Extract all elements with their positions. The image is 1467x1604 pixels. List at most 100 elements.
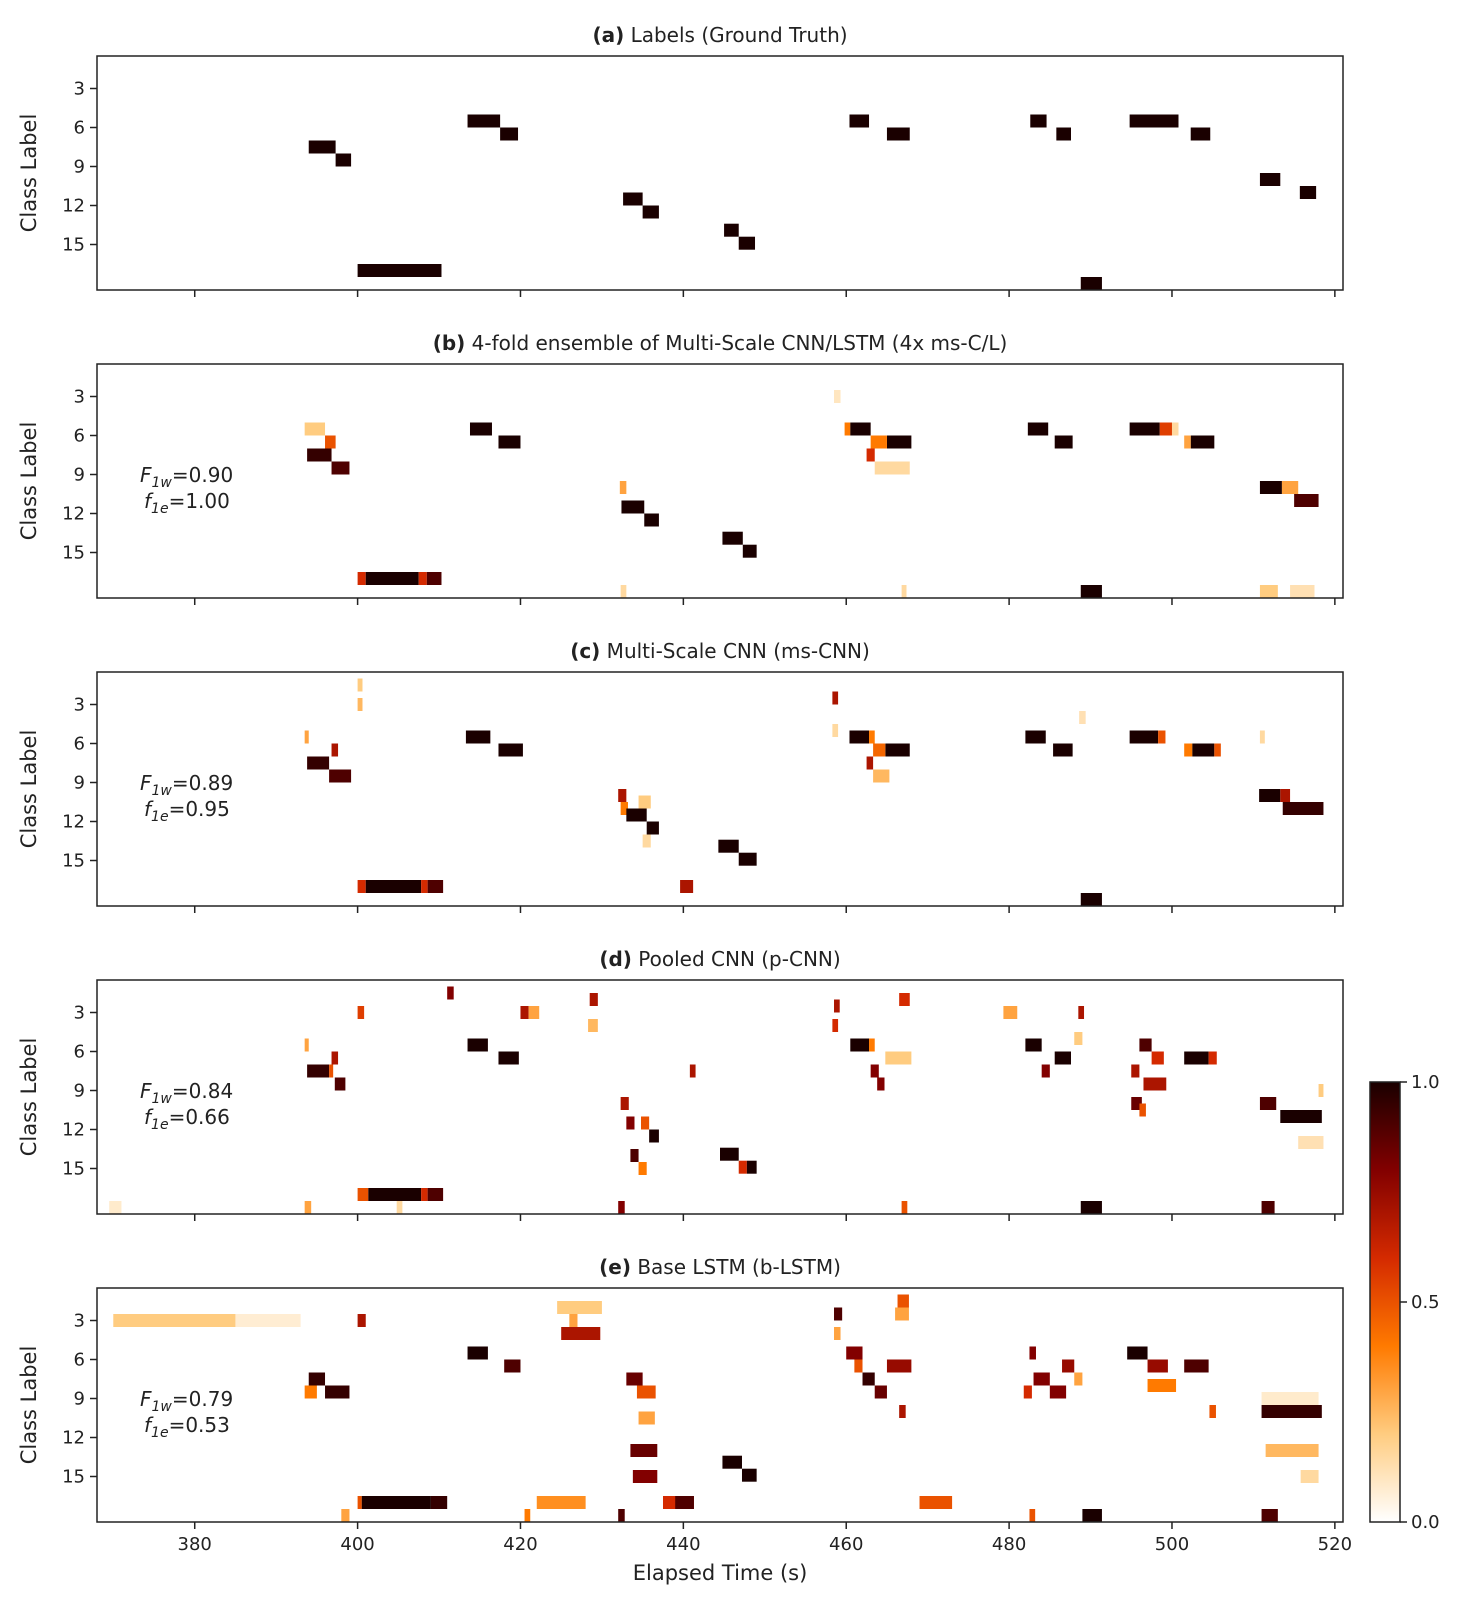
heatmap-cell (304, 1385, 317, 1399)
heatmap-cell (1003, 1006, 1018, 1019)
heatmap-cell (421, 1188, 428, 1201)
heatmap-cell (873, 743, 886, 757)
heatmap-cell (870, 435, 887, 449)
heatmap-cell (325, 435, 336, 449)
metric-F1w: F1w=0.84 (140, 1079, 233, 1107)
heatmap-cell (901, 585, 907, 598)
panel-title-label: (c) (570, 639, 600, 663)
y-tick-label: 6 (74, 118, 85, 139)
y-tick-label: 9 (74, 465, 85, 486)
heatmap-cell (1261, 1201, 1275, 1214)
heatmap-cell (895, 1307, 909, 1321)
heatmap-cell (901, 1201, 908, 1214)
heatmap-cell (365, 880, 422, 893)
heatmap-cell (1147, 1359, 1168, 1373)
y-tick-label: 15 (62, 851, 85, 872)
panel-frame (96, 363, 1344, 599)
colorbar: 0.0 0.5 1.0 (1369, 1072, 1440, 1533)
heatmap-cell (738, 852, 757, 866)
heatmap-cell (630, 1444, 658, 1457)
heatmap-cell (1029, 1346, 1036, 1360)
x-tick-label: 440 (666, 1534, 700, 1555)
heatmap-cell (899, 1405, 906, 1418)
metric-F1w: F1w=0.89 (140, 771, 233, 799)
heatmap-cell (1259, 730, 1265, 744)
heatmap-cell (874, 1385, 887, 1399)
y-tick-label: 6 (74, 734, 85, 755)
heatmap-cell (886, 1359, 912, 1373)
heatmap-cells (304, 678, 1324, 906)
heatmap-cell (308, 140, 336, 154)
heatmap-cell (1290, 585, 1315, 598)
heatmap-cell (1139, 1038, 1152, 1052)
heatmap-cell (304, 422, 326, 436)
panel-frame (96, 1287, 1344, 1523)
heatmap-cells (304, 390, 1319, 598)
heatmap-cells (109, 986, 1324, 1214)
heatmap-cell (1129, 730, 1159, 744)
panel-a: (a) Labels (Ground Truth) 3 6 9 12 15 Class La… (17, 23, 1344, 297)
y-axis-label: Class Label (17, 1038, 41, 1157)
heatmap-cell (1054, 435, 1073, 449)
x-tick-label: 380 (178, 1534, 212, 1555)
heatmap-cell (724, 223, 739, 237)
heatmap-cell (1080, 585, 1102, 598)
y-tick-label: 12 (62, 196, 85, 217)
heatmap-cell (557, 1301, 602, 1314)
heatmap-cells (308, 114, 1317, 290)
metric-value: =0.89 (172, 771, 233, 795)
heatmap-cell (341, 1509, 350, 1522)
heatmap-cell (357, 1006, 365, 1019)
panel-title: (b) 4-fold ensemble of Multi-Scale CNN/L… (433, 331, 1008, 355)
y-tick-label: 9 (74, 1389, 85, 1410)
metric-subscript: 1e (151, 809, 169, 825)
metric-subscript: 1e (151, 501, 169, 517)
heatmap-cell (618, 1201, 625, 1214)
heatmap-cell (307, 756, 330, 770)
heatmap-cell (304, 1201, 312, 1214)
heatmap-cell (465, 730, 491, 744)
metric-f1e: f1e=1.00 (144, 489, 230, 517)
heatmap-cell (621, 500, 645, 514)
heatmap-cell (1265, 1444, 1319, 1457)
heatmap-cell (1151, 1051, 1164, 1065)
metric-symbol: f (144, 797, 154, 821)
heatmap-cell (1282, 802, 1324, 815)
heatmap-cell (854, 1359, 863, 1373)
heatmap-cell (1079, 711, 1086, 724)
heatmap-cell (675, 1496, 694, 1509)
panel-d: (d) Pooled CNN (p-CNN) 3 6 9 12 15 Class Label… (17, 947, 1344, 1221)
metric-subscript: 1e (151, 1117, 169, 1133)
heatmap-cell (1294, 494, 1319, 507)
heatmap-cell (720, 1147, 739, 1161)
heatmap-cell (1214, 743, 1221, 757)
heatmap-cell (467, 1346, 488, 1360)
heatmap-cell (1208, 1051, 1217, 1065)
heatmap-cell (1259, 585, 1278, 598)
heatmap-cell (850, 1038, 870, 1052)
y-axis-label: Class Label (17, 730, 41, 849)
heatmap-cell (1025, 1038, 1042, 1052)
heatmap-cell (1159, 422, 1172, 436)
heatmap-cell (1261, 1392, 1319, 1405)
heatmap-cell (834, 999, 840, 1013)
panel-title-text: Base LSTM (b-LSTM) (631, 1255, 841, 1279)
heatmap-cell (1190, 127, 1211, 141)
heatmap-cell (632, 1470, 658, 1483)
heatmap-cell (746, 1160, 757, 1174)
y-tick-label: 12 (62, 504, 85, 525)
heatmap-cell (1074, 1372, 1083, 1386)
heatmap-cell (1056, 127, 1071, 141)
heatmap-cell (1281, 481, 1299, 494)
heatmap-cell (877, 1077, 885, 1091)
heatmap-cell (649, 1129, 659, 1143)
heatmap-cell (524, 1509, 531, 1522)
heatmap-cell (1261, 1509, 1278, 1522)
y-tick-label: 12 (62, 1120, 85, 1141)
panel-title-text: Labels (Ground Truth) (624, 23, 847, 47)
heatmap-cell (1049, 1385, 1067, 1399)
heatmap-cell (646, 821, 659, 835)
panel-title: (e) Base LSTM (b-LSTM) (599, 1255, 841, 1279)
heatmap-cell (862, 1372, 875, 1386)
heatmap-cell (357, 678, 363, 692)
